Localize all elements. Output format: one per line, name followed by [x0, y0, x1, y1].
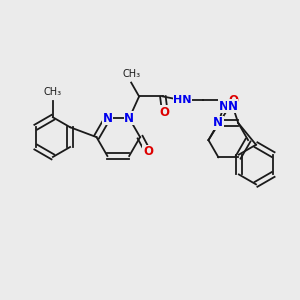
Text: CH₃: CH₃ — [122, 69, 140, 79]
Text: O: O — [228, 94, 238, 107]
Text: N: N — [228, 100, 238, 113]
Text: N: N — [124, 112, 134, 125]
Text: N: N — [213, 116, 224, 129]
Text: N: N — [102, 112, 112, 125]
Text: CH₃: CH₃ — [44, 86, 62, 97]
Text: O: O — [160, 106, 170, 119]
Text: O: O — [143, 146, 153, 158]
Text: HN: HN — [173, 95, 192, 105]
Text: N: N — [219, 100, 229, 113]
